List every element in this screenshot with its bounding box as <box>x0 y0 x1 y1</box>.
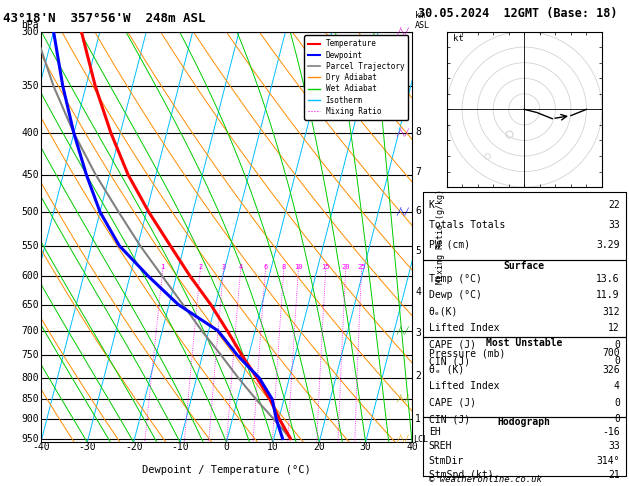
Text: 0: 0 <box>223 442 230 452</box>
Text: 2: 2 <box>198 264 203 270</box>
Text: 350: 350 <box>21 81 39 91</box>
Text: 1: 1 <box>415 414 421 424</box>
Text: 6: 6 <box>264 264 267 270</box>
Text: 650: 650 <box>21 299 39 310</box>
Text: 1: 1 <box>160 264 165 270</box>
Text: -20: -20 <box>125 442 143 452</box>
Text: θₑ (K): θₑ (K) <box>429 365 464 375</box>
Text: -10: -10 <box>171 442 189 452</box>
Text: ╱╲╱: ╱╲╱ <box>396 28 409 35</box>
Text: CIN (J): CIN (J) <box>429 356 470 366</box>
Text: CIN (J): CIN (J) <box>429 415 470 424</box>
Text: kt: kt <box>453 34 464 43</box>
Text: 600: 600 <box>21 271 39 281</box>
Text: 12: 12 <box>608 324 620 333</box>
Text: 30.05.2024  12GMT (Base: 18): 30.05.2024 12GMT (Base: 18) <box>418 7 618 20</box>
Text: 850: 850 <box>21 394 39 404</box>
Text: ╱╲╱: ╱╲╱ <box>396 434 409 443</box>
Text: ╱╲╱: ╱╲╱ <box>396 129 409 137</box>
Text: 3: 3 <box>415 328 421 338</box>
Text: 750: 750 <box>21 350 39 360</box>
Text: 450: 450 <box>21 170 39 180</box>
Text: 314°: 314° <box>596 456 620 466</box>
Text: 312: 312 <box>602 307 620 317</box>
Text: hPa: hPa <box>21 19 39 30</box>
Text: km
ASL: km ASL <box>415 11 430 30</box>
Text: 400: 400 <box>21 128 39 138</box>
Text: -30: -30 <box>79 442 96 452</box>
Text: EH: EH <box>429 427 440 437</box>
Text: ╱╲╱: ╱╲╱ <box>396 208 409 216</box>
Text: 6: 6 <box>415 206 421 216</box>
Text: Mixing Ratio (g/kg): Mixing Ratio (g/kg) <box>436 190 445 284</box>
Text: 4: 4 <box>238 264 243 270</box>
Text: 15: 15 <box>321 264 330 270</box>
Legend: Temperature, Dewpoint, Parcel Trajectory, Dry Adiabat, Wet Adiabat, Isotherm, Mi: Temperature, Dewpoint, Parcel Trajectory… <box>304 35 408 120</box>
Text: 22: 22 <box>608 200 620 210</box>
Text: 5: 5 <box>415 246 421 256</box>
Text: 10: 10 <box>267 442 279 452</box>
Text: 326: 326 <box>602 365 620 375</box>
Text: 13.6: 13.6 <box>596 274 620 284</box>
Text: 3.29: 3.29 <box>596 240 620 250</box>
Text: 0: 0 <box>614 340 620 350</box>
Text: 8: 8 <box>415 127 421 137</box>
Text: LCL: LCL <box>413 435 428 444</box>
Text: 8: 8 <box>282 264 286 270</box>
Text: 2: 2 <box>415 371 421 381</box>
Text: 0: 0 <box>614 398 620 408</box>
Text: -40: -40 <box>32 442 50 452</box>
Text: θₑ(K): θₑ(K) <box>429 307 458 317</box>
Text: 950: 950 <box>21 434 39 444</box>
Text: © weatheronline.co.uk: © weatheronline.co.uk <box>429 474 542 484</box>
Text: K: K <box>429 200 435 210</box>
Text: Totals Totals: Totals Totals <box>429 220 505 230</box>
Text: 3: 3 <box>221 264 226 270</box>
Text: 33: 33 <box>608 441 620 451</box>
Text: StmSpd (kt): StmSpd (kt) <box>429 470 493 480</box>
Text: CAPE (J): CAPE (J) <box>429 398 476 408</box>
Text: 4: 4 <box>415 287 421 297</box>
Text: 43°18'N  357°56'W  248m ASL: 43°18'N 357°56'W 248m ASL <box>3 12 206 25</box>
Text: 300: 300 <box>21 27 39 36</box>
Text: ╱╲╱: ╱╲╱ <box>396 395 409 403</box>
Text: 0: 0 <box>614 356 620 366</box>
Text: Dewp (°C): Dewp (°C) <box>429 290 482 300</box>
Text: Surface: Surface <box>504 261 545 271</box>
Text: 550: 550 <box>21 241 39 251</box>
Text: 500: 500 <box>21 207 39 217</box>
Text: ╱╲╱: ╱╲╱ <box>396 327 409 335</box>
Text: 33: 33 <box>608 220 620 230</box>
Text: 800: 800 <box>21 373 39 383</box>
Text: 4: 4 <box>614 382 620 391</box>
Text: -16: -16 <box>602 427 620 437</box>
Text: Temp (°C): Temp (°C) <box>429 274 482 284</box>
Text: Dewpoint / Temperature (°C): Dewpoint / Temperature (°C) <box>142 465 311 475</box>
Text: StmDir: StmDir <box>429 456 464 466</box>
Text: 20: 20 <box>313 442 325 452</box>
Text: Lifted Index: Lifted Index <box>429 382 499 391</box>
Text: Pressure (mb): Pressure (mb) <box>429 348 505 359</box>
Text: 0: 0 <box>614 415 620 424</box>
Text: Most Unstable: Most Unstable <box>486 338 562 347</box>
Text: 20: 20 <box>342 264 350 270</box>
Text: SREH: SREH <box>429 441 452 451</box>
Text: Lifted Index: Lifted Index <box>429 324 499 333</box>
Text: 700: 700 <box>21 326 39 336</box>
Text: Hodograph: Hodograph <box>498 417 551 427</box>
Text: 7: 7 <box>415 167 421 176</box>
Text: CAPE (J): CAPE (J) <box>429 340 476 350</box>
Text: 21: 21 <box>608 470 620 480</box>
Text: 40: 40 <box>406 442 418 452</box>
Text: 900: 900 <box>21 415 39 424</box>
Text: 10: 10 <box>294 264 303 270</box>
Text: 30: 30 <box>360 442 372 452</box>
Text: 700: 700 <box>602 348 620 359</box>
Text: 11.9: 11.9 <box>596 290 620 300</box>
Text: PW (cm): PW (cm) <box>429 240 470 250</box>
Text: 25: 25 <box>357 264 365 270</box>
